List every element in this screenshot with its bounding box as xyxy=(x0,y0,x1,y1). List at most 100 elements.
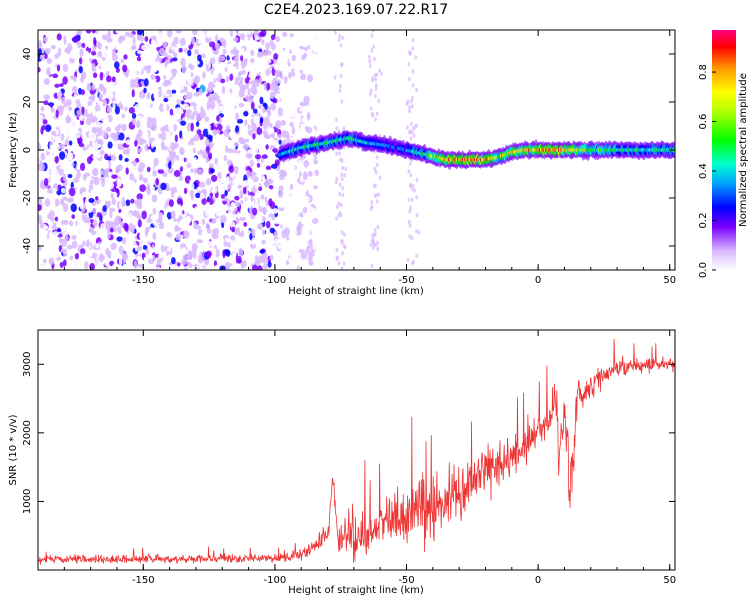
noise-speckle xyxy=(131,160,137,165)
noise-streak xyxy=(410,130,414,135)
noise-speckle xyxy=(284,52,290,60)
colorbar-gradient xyxy=(712,30,736,270)
noise-speckle xyxy=(53,237,60,243)
noise-speckle xyxy=(98,254,106,261)
noise-speckle xyxy=(69,236,73,244)
noise-speckle xyxy=(173,170,181,177)
noise-speckle xyxy=(207,253,212,259)
noise-speckle xyxy=(47,176,53,186)
noise-speckle xyxy=(240,55,244,62)
noise-speckle xyxy=(181,100,185,105)
noise-speckle xyxy=(298,159,303,166)
noise-streak xyxy=(369,88,373,93)
noise-streak xyxy=(405,125,409,130)
noise-speckle xyxy=(107,30,112,40)
noise-speckle xyxy=(286,43,293,48)
noise-speckle xyxy=(138,30,144,36)
noise-speckle xyxy=(177,84,184,91)
noise-speckle xyxy=(88,197,95,204)
noise-speckle xyxy=(88,131,93,138)
noise-speckle xyxy=(312,217,319,225)
noise-speckle xyxy=(282,31,288,38)
noise-speckle xyxy=(99,149,105,155)
noise-speckle xyxy=(262,208,267,216)
noise-speckle xyxy=(110,242,117,251)
noise-speckle xyxy=(235,201,241,207)
noise-speckle xyxy=(52,73,59,79)
noise-speckle xyxy=(268,198,273,207)
noise-speckle xyxy=(313,175,317,183)
noise-speckle xyxy=(247,88,251,96)
noise-speckle xyxy=(307,170,313,177)
noise-speckle xyxy=(208,142,215,148)
noise-speckle xyxy=(160,131,167,141)
noise-speckle xyxy=(76,40,82,49)
noise-speckle xyxy=(198,39,202,44)
noise-speckle xyxy=(166,89,173,95)
noise-speckle xyxy=(169,115,175,124)
noise-speckle xyxy=(291,54,297,62)
noise-speckle xyxy=(310,113,315,121)
noise-speckle xyxy=(187,76,193,86)
snr-marks xyxy=(38,338,675,565)
noise-speckle xyxy=(87,42,93,49)
noise-streak xyxy=(407,169,411,174)
noise-speckle xyxy=(278,206,285,212)
noise-speckle xyxy=(59,261,64,268)
noise-speckle xyxy=(258,31,265,37)
noise-speckle xyxy=(91,128,99,134)
noise-streak xyxy=(407,219,411,225)
noise-speckle xyxy=(82,55,86,63)
noise-speckle xyxy=(260,83,265,92)
noise-speckle xyxy=(54,101,60,107)
noise-speckle xyxy=(227,182,232,190)
noise-speckle xyxy=(105,161,109,169)
noise-speckle xyxy=(156,258,161,267)
noise-speckle xyxy=(227,217,233,222)
noise-speckle xyxy=(244,95,250,101)
noise-speckle xyxy=(136,255,143,262)
noise-speckle xyxy=(54,141,59,150)
noise-speckle xyxy=(92,133,97,141)
noise-speckle xyxy=(111,111,116,117)
noise-speckle xyxy=(271,140,278,146)
noise-speckle xyxy=(178,223,185,229)
noise-speckle xyxy=(160,141,165,150)
noise-speckle xyxy=(294,119,300,128)
noise-speckle xyxy=(210,83,216,88)
noise-speckle xyxy=(119,221,124,228)
noise-speckle xyxy=(136,214,142,219)
noise-streak xyxy=(408,50,411,55)
noise-speckle xyxy=(154,49,158,58)
noise-speckle xyxy=(162,41,168,49)
noise-speckle xyxy=(274,238,279,246)
noise-speckle xyxy=(235,76,241,82)
noise-speckle xyxy=(121,227,125,235)
noise-streak xyxy=(372,44,375,49)
noise-speckle xyxy=(137,65,142,74)
noise-speckle xyxy=(56,228,62,233)
noise-speckle xyxy=(183,230,190,239)
noise-speckle xyxy=(118,154,123,161)
noise-speckle xyxy=(168,199,174,208)
noise-speckle xyxy=(41,63,47,73)
noise-speckle xyxy=(227,92,232,100)
noise-speckle xyxy=(130,186,136,194)
noise-speckle xyxy=(83,79,88,87)
noise-speckle xyxy=(93,265,100,270)
noise-speckle xyxy=(250,62,258,68)
noise-speckle xyxy=(152,263,156,270)
noise-speckle xyxy=(194,48,199,55)
noise-speckle xyxy=(298,107,305,112)
noise-speckle xyxy=(104,138,109,143)
noise-speckle xyxy=(154,221,159,230)
noise-speckle xyxy=(97,100,104,105)
noise-speckle xyxy=(166,156,170,163)
noise-speckle xyxy=(128,107,135,114)
noise-speckle xyxy=(199,251,203,260)
noise-speckle xyxy=(260,234,267,239)
noise-speckle xyxy=(262,264,269,270)
noise-speckle xyxy=(100,63,107,71)
noise-speckle xyxy=(200,144,207,150)
noise-speckle xyxy=(105,71,110,77)
